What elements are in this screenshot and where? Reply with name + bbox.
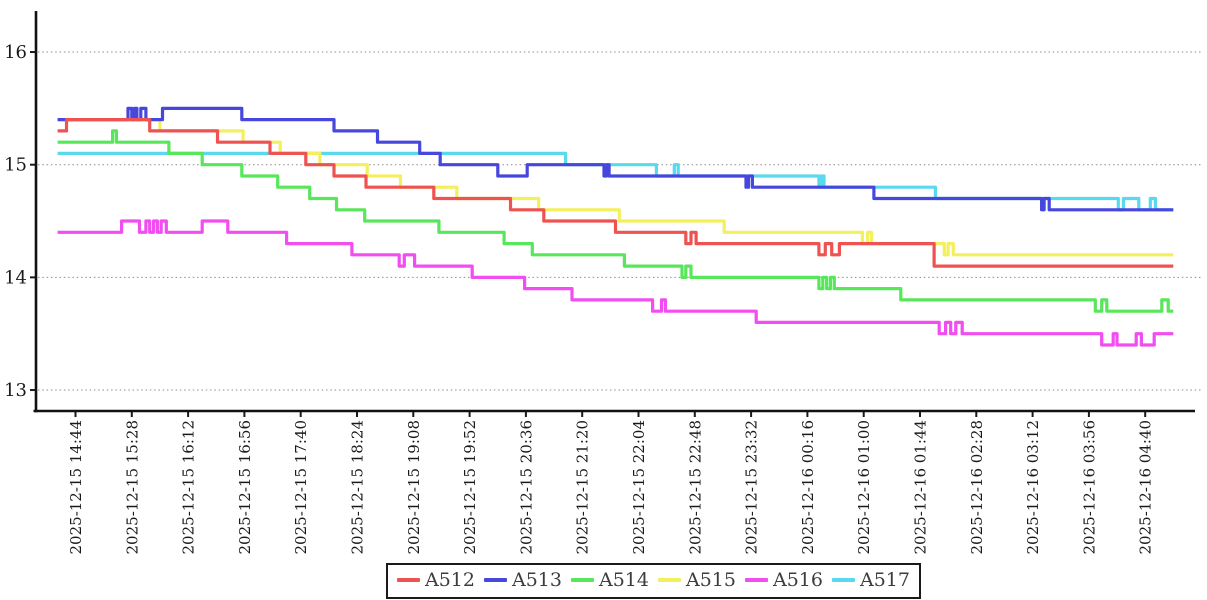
legend-swatch: [484, 578, 507, 582]
x-tick-label: 2025-12-15 18:24: [349, 420, 367, 554]
legend-label: A517: [860, 568, 910, 591]
series-line-A514: [57, 129, 1174, 313]
legend-item-A516: A516: [745, 568, 823, 591]
legend-item-A517: A517: [832, 568, 910, 591]
x-tick-label: 2025-12-15 17:40: [292, 420, 310, 554]
legend-item-A512: A512: [397, 568, 475, 591]
series-line-A516: [57, 219, 1174, 347]
series-line-A513: [57, 106, 1174, 212]
x-tick-label: 2025-12-15 22:48: [686, 420, 704, 554]
x-tick-label: 2025-12-15 22:04: [630, 420, 648, 554]
legend-label: A516: [773, 568, 823, 591]
x-tick-label: 2025-12-15 19:08: [405, 420, 423, 554]
x-tick-label: 2025-12-15 21:20: [574, 420, 592, 554]
legend-label: A515: [686, 568, 736, 591]
x-tick-label: 2025-12-16 01:00: [855, 420, 873, 554]
legend-swatch: [397, 578, 420, 582]
x-tick-label: 2025-12-16 03:12: [1024, 420, 1042, 554]
x-tick-label: 2025-12-15 23:32: [743, 420, 761, 554]
legend-item-A515: A515: [658, 568, 736, 591]
legend-label: A513: [512, 568, 562, 591]
legend-item-A514: A514: [571, 568, 649, 591]
x-tick-label: 2025-12-16 00:16: [799, 420, 817, 554]
x-tick-label: 2025-12-16 02:28: [968, 420, 986, 554]
legend: A512 A513 A514 A515 A516 A517: [386, 563, 921, 599]
series-line-A517: [57, 151, 1174, 212]
x-tick-label: 2025-12-16 04:40: [1137, 420, 1155, 554]
x-tick-label: 2025-12-15 16:12: [180, 420, 198, 554]
legend-swatch: [745, 578, 768, 582]
y-tick-label: 14: [4, 267, 27, 288]
legend-label: A514: [599, 568, 649, 591]
x-tick-label: 2025-12-15 15:28: [123, 420, 141, 554]
x-tick-label: 2025-12-15 14:44: [67, 420, 85, 554]
series-line-A512: [57, 118, 1174, 268]
y-tick-label: 15: [4, 155, 27, 176]
x-tick-label: 2025-12-16 01:44: [912, 420, 930, 554]
x-tick-label: 2025-12-15 20:36: [517, 420, 535, 554]
x-tick-label: 2025-12-16 03:56: [1080, 420, 1098, 554]
x-tick-label: 2025-12-15 19:52: [461, 420, 479, 554]
y-tick-label: 16: [4, 42, 27, 63]
legend-label: A512: [425, 568, 475, 591]
y-tick-label: 13: [4, 380, 27, 401]
legend-swatch: [571, 578, 594, 582]
legend-item-A513: A513: [484, 568, 562, 591]
legend-swatch: [658, 578, 681, 582]
legend-swatch: [832, 578, 855, 582]
x-tick-label: 2025-12-15 16:56: [236, 420, 254, 554]
series-line-A515: [57, 118, 1174, 257]
